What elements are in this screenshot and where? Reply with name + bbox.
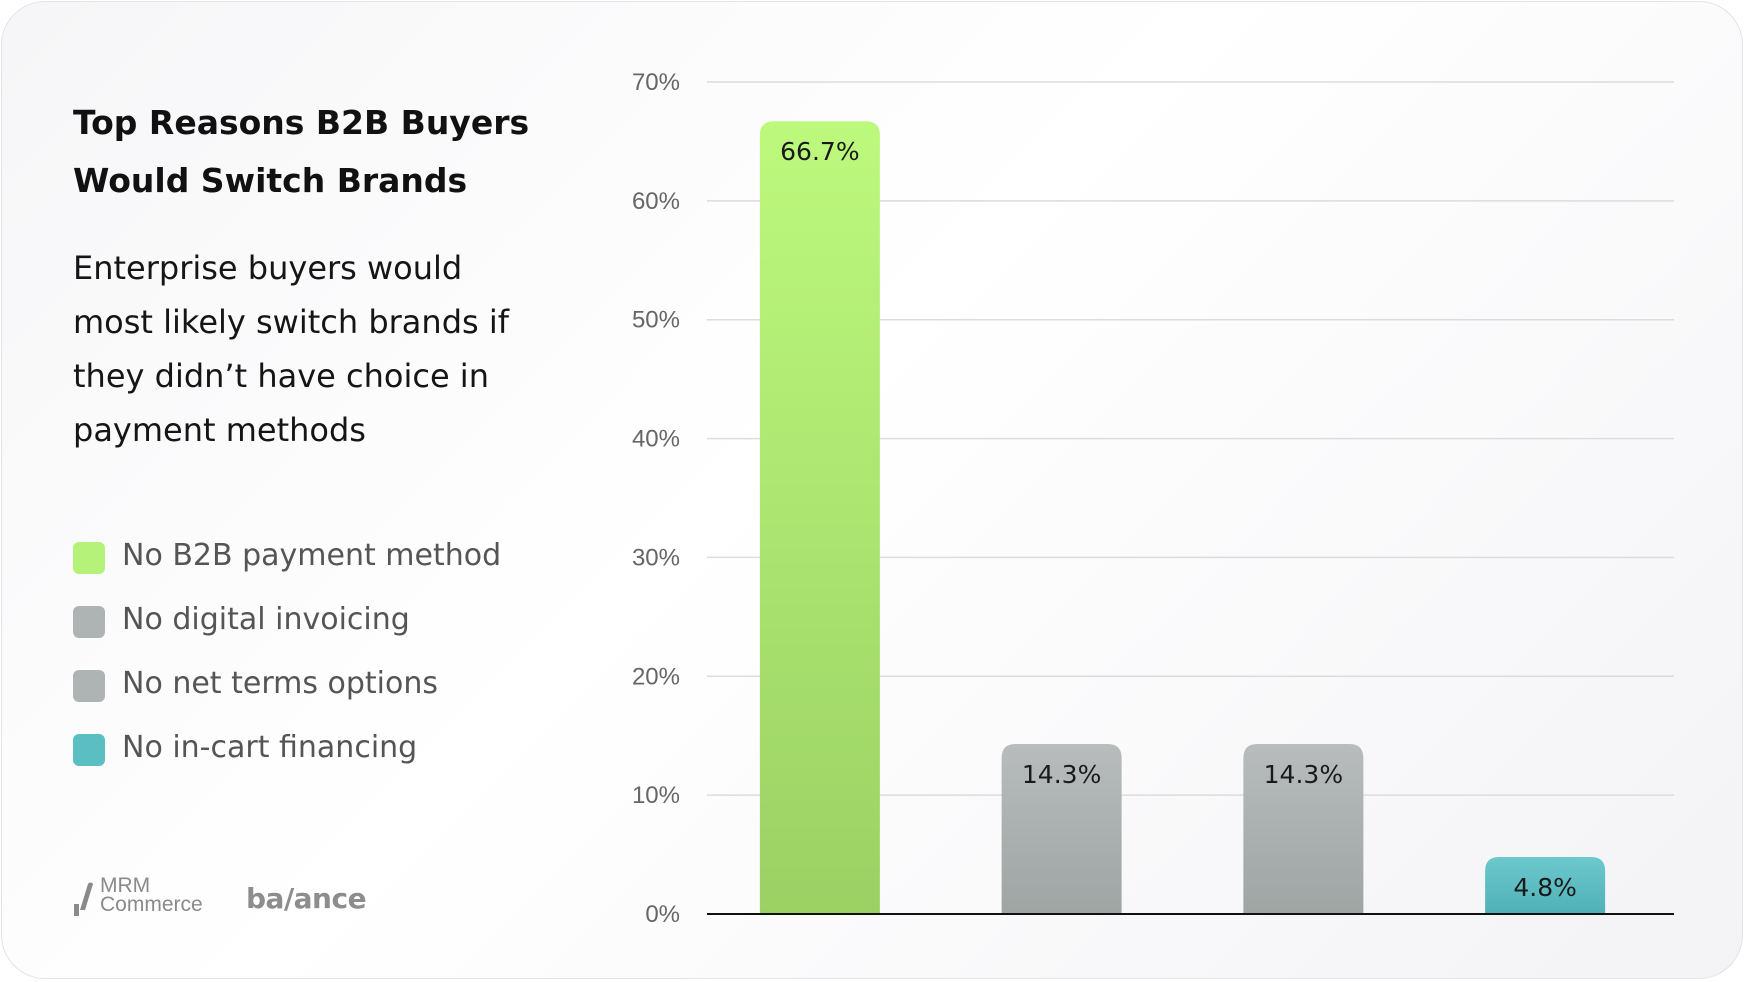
y-tick-label: 70%	[632, 69, 680, 96]
y-tick-label: 0%	[645, 901, 680, 928]
y-tick-label: 10%	[632, 782, 680, 809]
legend-label: No digital invoicing	[122, 602, 410, 637]
bar-value-label: 14.3%	[1264, 760, 1343, 789]
legend-swatch	[73, 670, 105, 702]
legend-item: No digital invoicing	[73, 596, 553, 660]
bar	[1485, 856, 1606, 914]
chart-title: Top Reasons B2B Buyers Would Switch Bran…	[73, 103, 530, 200]
mrm-logo-icon	[74, 882, 93, 916]
legend-swatch	[73, 542, 105, 574]
bar-value-label: 66.7%	[780, 137, 859, 166]
bar-value-label: 4.8%	[1513, 873, 1577, 902]
y-tick-label: 50%	[632, 307, 680, 334]
legend-label: No in-cart financing	[122, 730, 418, 765]
y-tick-label: 40%	[632, 426, 680, 453]
chart-subtitle: Enterprise buyers would most likely swit…	[73, 249, 509, 449]
mrm-logo-text: MRM Commerce	[100, 874, 203, 916]
legend-swatch	[73, 606, 105, 638]
y-tick-label: 30%	[632, 544, 680, 571]
legend-label: No B2B payment method	[122, 538, 502, 573]
legend-item: No in-cart financing	[73, 724, 553, 788]
balance-logo: ba/ance	[246, 882, 367, 915]
y-tick-label: 20%	[632, 663, 680, 690]
bar-value-label: 14.3%	[1022, 760, 1101, 789]
legend-item: No net terms options	[73, 660, 553, 724]
legend-label: No net terms options	[122, 666, 439, 701]
legend-swatch	[73, 734, 105, 766]
bar	[1243, 744, 1364, 914]
bar	[759, 121, 880, 915]
legend-item: No B2B payment method	[73, 532, 553, 596]
y-tick-label: 60%	[632, 188, 680, 215]
mrm-commerce-logo: MRM Commerce	[71, 874, 211, 924]
legend: No B2B payment method No digital invoici…	[73, 532, 553, 788]
bar	[1001, 744, 1122, 914]
